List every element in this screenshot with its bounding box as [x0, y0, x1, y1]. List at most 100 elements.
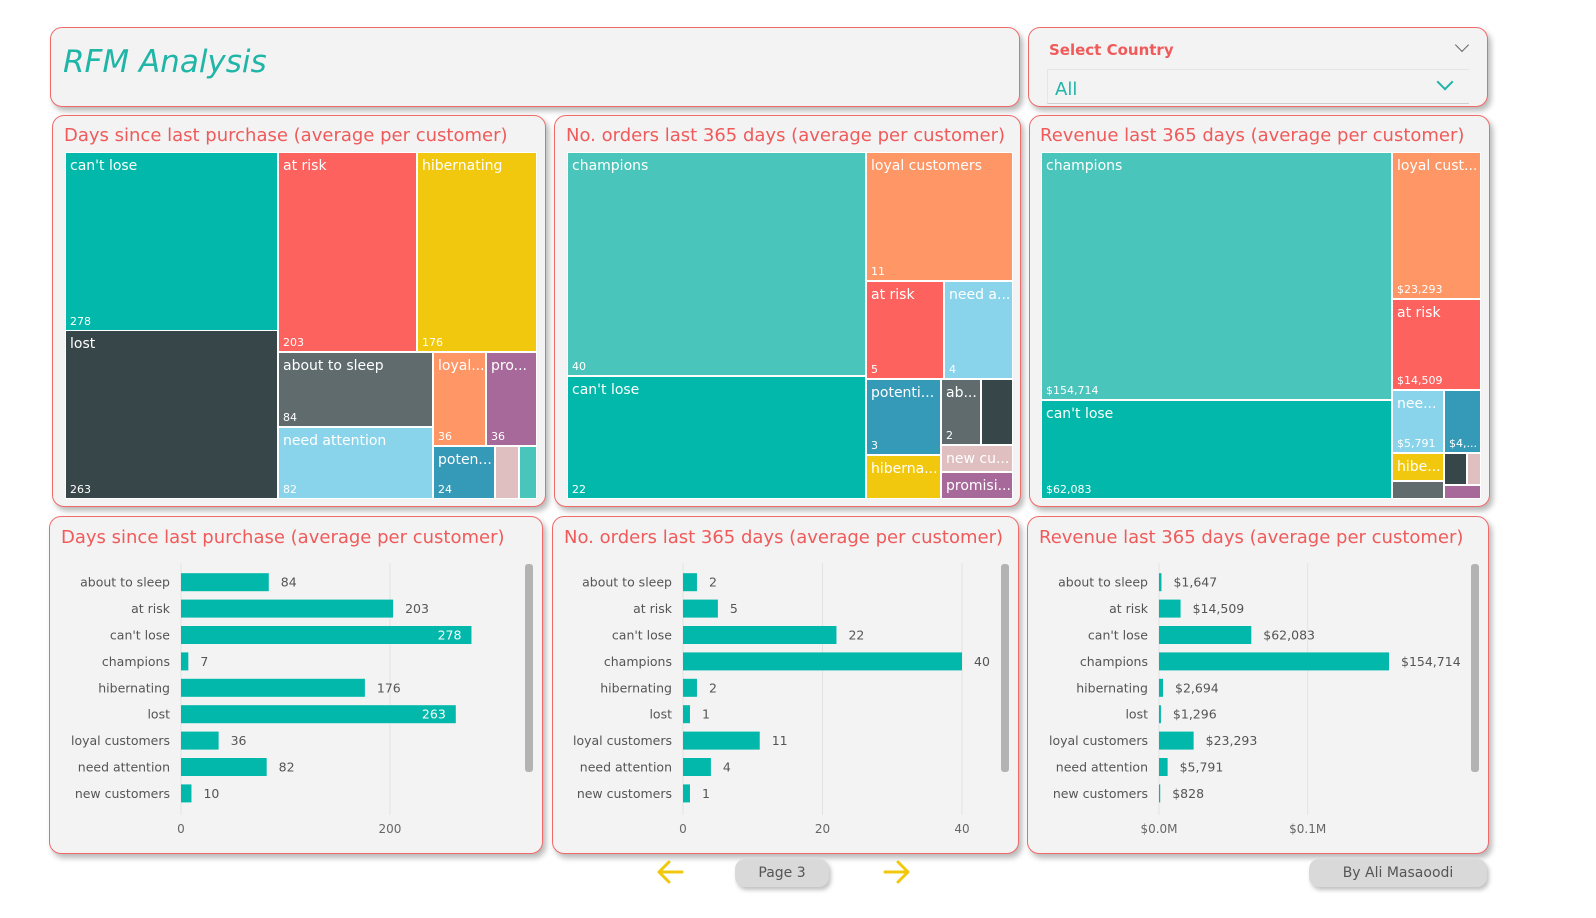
- category-label: champions: [604, 654, 672, 669]
- treemap-tile[interactable]: about to sleep 84: [278, 352, 433, 427]
- treemap-tile[interactable]: [1444, 485, 1481, 499]
- treemap-tile[interactable]: need a... 4: [944, 281, 1013, 379]
- scrollbar[interactable]: [1471, 564, 1479, 772]
- treemap-title: Days since last purchase (average per cu…: [64, 125, 508, 146]
- bar: [683, 784, 690, 803]
- treemap-tile[interactable]: [1467, 453, 1481, 485]
- treemap-tile[interactable]: [495, 446, 519, 499]
- tile-value: 3: [871, 439, 878, 452]
- treemap-tile[interactable]: can't lose $62,083: [1041, 400, 1392, 499]
- bar: [1159, 599, 1181, 618]
- treemap-tile[interactable]: poten... 24: [433, 446, 495, 499]
- treemap-tile[interactable]: champions $154,714: [1041, 152, 1392, 400]
- chart-title: No. orders last 365 days (average per cu…: [564, 527, 1004, 548]
- chevron-down-icon[interactable]: [1454, 37, 1470, 53]
- x-tick-label: 200: [379, 822, 402, 836]
- treemap-tile[interactable]: hibe...: [1392, 453, 1444, 481]
- tile-label: at risk: [871, 287, 915, 303]
- bar: [683, 652, 962, 671]
- treemap-tile[interactable]: new cu...: [941, 445, 1013, 472]
- treemap-panel-days: Days since last purchase (average per cu…: [52, 115, 546, 507]
- treemap-tile[interactable]: champions 40: [567, 152, 866, 376]
- country-slicer[interactable]: Select Country All: [1028, 27, 1488, 107]
- data-label: $1,296: [1173, 707, 1217, 722]
- arrow-right-icon[interactable]: [882, 858, 912, 886]
- bar: [1159, 784, 1161, 803]
- category-label: about to sleep: [582, 575, 672, 590]
- treemap-tile[interactable]: hibernating 176: [417, 152, 537, 352]
- treemap-tile[interactable]: at risk 5: [866, 281, 944, 379]
- x-tick-label: 20: [815, 822, 830, 836]
- chart-title: Revenue last 365 days (average per custo…: [1039, 527, 1464, 548]
- tile-value: 36: [491, 430, 505, 443]
- chevron-down-icon[interactable]: [1436, 73, 1454, 91]
- data-label: $23,293: [1206, 733, 1258, 748]
- tile-value: $5,791: [1397, 437, 1436, 450]
- treemap-tile[interactable]: pro... 36: [486, 352, 537, 446]
- data-label: $154,714: [1401, 654, 1461, 669]
- x-tick-label: 40: [954, 822, 969, 836]
- bar: [181, 731, 219, 750]
- treemap-tile[interactable]: can't lose 278: [65, 152, 278, 331]
- treemap-tile[interactable]: hiberna...: [866, 455, 941, 499]
- bar: [683, 573, 697, 592]
- header-panel: RFM Analysis: [50, 27, 1020, 107]
- tile-label: hibe...: [1397, 459, 1441, 475]
- category-label: lost: [147, 707, 170, 722]
- treemap-tile[interactable]: at risk $14,509: [1392, 299, 1481, 390]
- treemap-tile[interactable]: lost 263: [65, 330, 278, 499]
- bar: [181, 626, 472, 644]
- treemap-tile[interactable]: [981, 379, 1013, 445]
- tile-value: 176: [422, 336, 443, 349]
- bar: [181, 784, 192, 803]
- country-dropdown[interactable]: All: [1047, 69, 1469, 104]
- data-label: 10: [203, 786, 219, 801]
- bar: [181, 599, 394, 618]
- data-label: $62,083: [1263, 628, 1315, 643]
- tile-label: need a...: [949, 287, 1011, 303]
- scrollbar[interactable]: [525, 564, 533, 772]
- treemap-tile[interactable]: promisi...: [941, 472, 1013, 499]
- tile-value: $14,509: [1397, 374, 1443, 387]
- treemap-tile[interactable]: loyal customers 11: [866, 152, 1013, 281]
- data-label: 4: [723, 760, 731, 775]
- treemap-tile[interactable]: [519, 446, 537, 499]
- category-label: loyal customers: [71, 733, 170, 748]
- treemap-tile[interactable]: potenti... 3: [866, 379, 941, 455]
- tile-label: loyal customers: [871, 158, 982, 174]
- treemap-tile[interactable]: loyal... 36: [433, 352, 486, 446]
- tile-label: can't lose: [1046, 406, 1114, 422]
- x-tick-label: 0: [679, 822, 687, 836]
- treemap-tile[interactable]: need attention 82: [278, 427, 433, 499]
- category-label: loyal customers: [1049, 733, 1148, 748]
- bar: [1159, 758, 1168, 776]
- treemap-tile[interactable]: $4,...: [1444, 390, 1481, 453]
- data-label: 1: [702, 786, 710, 801]
- treemap-tile[interactable]: [1392, 481, 1444, 499]
- treemap-tile[interactable]: nee... $5,791: [1392, 390, 1444, 453]
- category-label: champions: [102, 654, 170, 669]
- bar-panel-revenue: Revenue last 365 days (average per custo…: [1027, 516, 1489, 854]
- category-label: new customers: [75, 786, 170, 801]
- category-label: about to sleep: [1058, 575, 1148, 590]
- tile-label: lost: [70, 336, 96, 352]
- slicer-label: Select Country: [1049, 41, 1174, 59]
- treemap-tile[interactable]: ab... 2: [941, 379, 981, 445]
- treemap-tile[interactable]: at risk 203: [278, 152, 417, 352]
- category-label: at risk: [1109, 601, 1149, 616]
- bar: [181, 758, 267, 776]
- treemap-tile[interactable]: can't lose 22: [567, 376, 866, 499]
- data-label: 1: [702, 707, 710, 722]
- treemap-tile[interactable]: [1444, 453, 1467, 485]
- tile-value: 24: [438, 483, 452, 496]
- data-label: 278: [438, 628, 462, 643]
- tile-label: promisi...: [946, 478, 1011, 494]
- bar-panel-days: Days since last purchase (average per cu…: [49, 516, 543, 854]
- category-label: can't lose: [612, 628, 672, 643]
- treemap-tile[interactable]: loyal cust... $23,293: [1392, 152, 1481, 299]
- arrow-left-icon[interactable]: [655, 858, 685, 886]
- category-label: need attention: [78, 760, 170, 775]
- scrollbar[interactable]: [1001, 564, 1009, 772]
- category-label: at risk: [131, 601, 171, 616]
